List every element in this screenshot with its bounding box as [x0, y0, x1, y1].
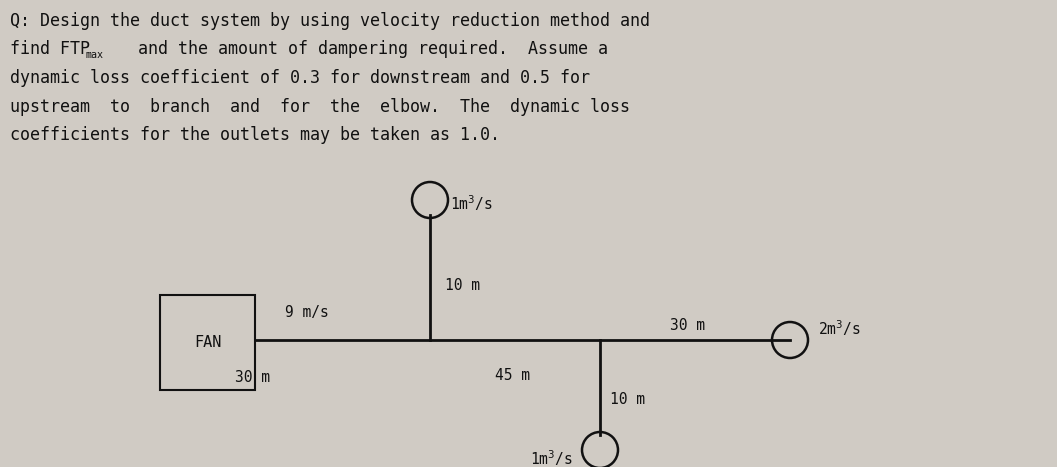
Text: max: max — [85, 50, 103, 59]
Text: FAN: FAN — [193, 335, 221, 350]
Text: 45 m: 45 m — [495, 368, 530, 383]
Text: 2m$^3$/s: 2m$^3$/s — [818, 318, 861, 338]
Text: 1m$^3$/s: 1m$^3$/s — [530, 448, 573, 467]
Text: coefficients for the outlets may be taken as 1.0.: coefficients for the outlets may be take… — [10, 126, 500, 144]
Text: 1m$^3$/s: 1m$^3$/s — [450, 193, 493, 212]
Text: dynamic loss coefficient of 0.3 for downstream and 0.5 for: dynamic loss coefficient of 0.3 for down… — [10, 69, 590, 87]
Text: find FTP: find FTP — [10, 41, 90, 58]
Text: Q: Design the duct system by using velocity reduction method and: Q: Design the duct system by using veloc… — [10, 12, 650, 30]
Bar — [160, 295, 255, 390]
Text: 9 m/s: 9 m/s — [285, 305, 329, 320]
Text: 10 m: 10 m — [445, 278, 480, 293]
Text: upstream  to  branch  and  for  the  elbow.  The  dynamic loss: upstream to branch and for the elbow. Th… — [10, 98, 630, 115]
Text: 30 m: 30 m — [670, 318, 705, 333]
Text: 10 m: 10 m — [610, 392, 645, 407]
Text: and the amount of dampering required.  Assume a: and the amount of dampering required. As… — [118, 41, 608, 58]
Text: 30 m: 30 m — [235, 370, 270, 385]
